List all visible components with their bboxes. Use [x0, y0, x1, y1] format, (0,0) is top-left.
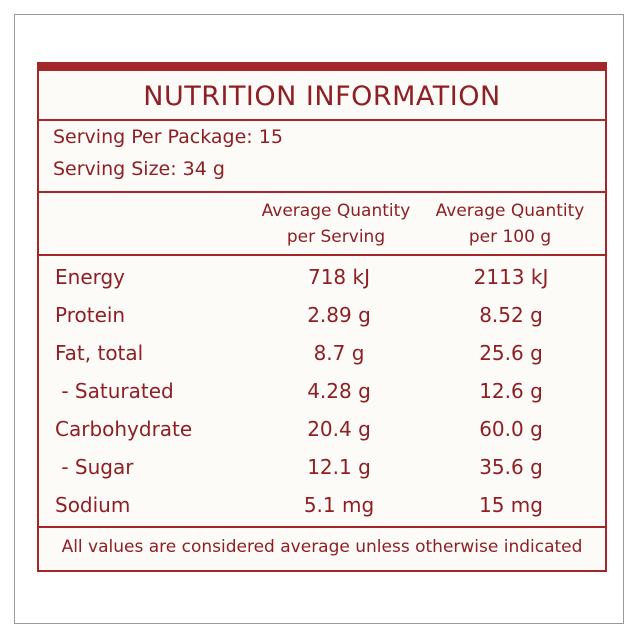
per-serving-value: 718 kJ	[307, 265, 370, 289]
column-header-line: per 100 g	[468, 227, 552, 247]
divider	[39, 191, 605, 193]
row-label: - Saturated	[55, 379, 174, 403]
nutrition-panel: NUTRITION INFORMATION Serving Per Packag…	[37, 62, 607, 572]
per-100g-value: 35.6 g	[479, 455, 543, 479]
row-label: - Sugar	[55, 455, 134, 479]
row-label: Carbohydrate	[55, 417, 193, 441]
per-serving-value: 20.4 g	[307, 417, 371, 441]
row-label: Fat, total	[55, 341, 144, 365]
per-serving-value: 5.1 mg	[303, 493, 375, 517]
column-header-line: per Serving	[286, 227, 386, 247]
table-row: Energy 718 kJ 2113 kJ	[39, 258, 605, 296]
table-row: - Saturated 4.28 g 12.6 g	[39, 372, 605, 410]
per-100g-value: 8.52 g	[479, 303, 543, 327]
row-label: Energy	[55, 265, 126, 289]
per-serving-value: 8.7 g	[313, 341, 365, 365]
per-100g-value: 25.6 g	[479, 341, 543, 365]
top-accent-bar	[39, 64, 605, 71]
per-100g-value: 2113 kJ	[473, 265, 549, 289]
per-serving-value: 2.89 g	[307, 303, 371, 327]
table-row: Carbohydrate 20.4 g 60.0 g	[39, 410, 605, 448]
divider	[39, 526, 605, 528]
row-label: Protein	[55, 303, 126, 327]
per-100g-value: 12.6 g	[479, 379, 543, 403]
serving-per-package: Serving Per Package: 15	[53, 126, 283, 148]
per-100g-value: 15 mg	[479, 493, 543, 517]
divider	[39, 254, 605, 256]
table-row: Protein 2.89 g 8.52 g	[39, 296, 605, 334]
table-row: - Sugar 12.1 g 35.6 g	[39, 448, 605, 486]
per-serving-value: 12.1 g	[307, 455, 371, 479]
divider	[39, 119, 605, 121]
column-header-line: Average Quantity	[261, 201, 411, 221]
footer-note: All values are considered average unless…	[61, 537, 583, 557]
column-header-per-serving: Average Quantity per Serving	[241, 198, 431, 250]
per-100g-value: 60.0 g	[479, 417, 543, 441]
column-header-per-100g: Average Quantity per 100 g	[415, 198, 605, 250]
column-header-line: Average Quantity	[435, 201, 585, 221]
row-label: Sodium	[55, 493, 131, 517]
serving-size: Serving Size: 34 g	[53, 158, 225, 180]
panel-title: NUTRITION INFORMATION	[143, 81, 501, 112]
table-row: Fat, total 8.7 g 25.6 g	[39, 334, 605, 372]
per-serving-value: 4.28 g	[307, 379, 371, 403]
table-row: Sodium 5.1 mg 15 mg	[39, 486, 605, 524]
